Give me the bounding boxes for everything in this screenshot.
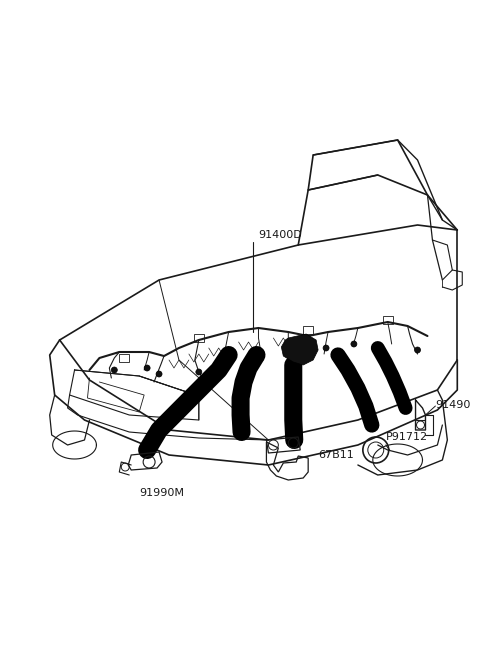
Bar [303,326,313,334]
Circle shape [111,367,117,373]
Text: 91490: 91490 [435,400,471,410]
Bar [120,354,129,362]
Text: 91990M: 91990M [139,488,184,498]
Circle shape [285,347,291,353]
Text: 67B11: 67B11 [318,450,354,460]
Circle shape [323,345,329,351]
Circle shape [258,353,264,359]
Polygon shape [281,334,318,365]
Circle shape [224,357,229,363]
Bar [194,334,204,342]
Circle shape [415,347,420,353]
Circle shape [196,369,202,375]
Text: 91400D: 91400D [258,230,302,240]
Bar [383,316,393,324]
Circle shape [144,365,150,371]
Circle shape [156,371,162,377]
Text: P91712: P91712 [386,432,428,442]
Circle shape [351,341,357,347]
